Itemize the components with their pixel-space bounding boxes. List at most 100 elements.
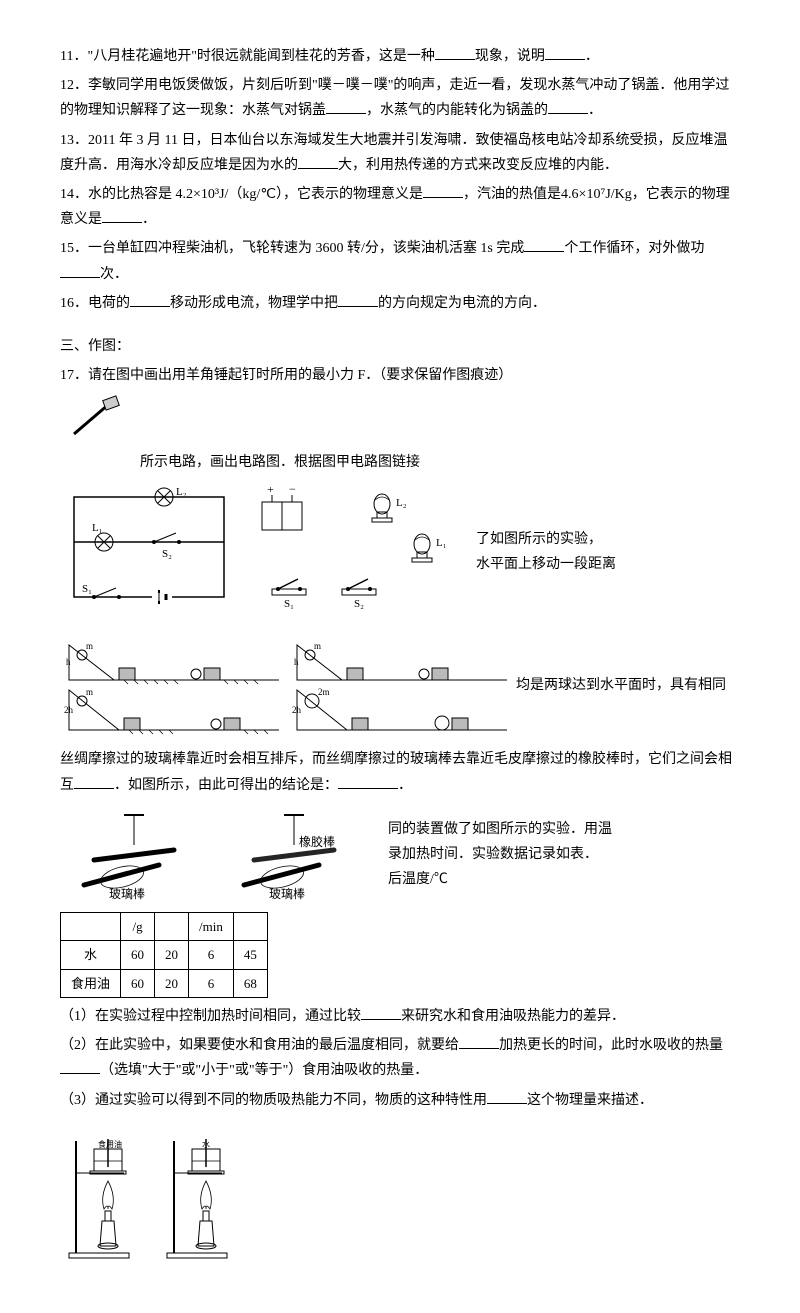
- blank: [524, 237, 564, 252]
- q20-1-b: 来研究水和食用油吸热能力的差异．: [401, 1009, 625, 1024]
- blank: [545, 45, 585, 60]
- q20-text-b: 录加热时间．实验数据记录如表．: [388, 847, 598, 862]
- table-header: [61, 912, 121, 940]
- svg-text:L₁: L₁: [436, 537, 447, 549]
- q18-text-c: 水平面上移动一段距离: [476, 557, 616, 572]
- table-cell: 水: [61, 941, 121, 969]
- svg-text:2h: 2h: [292, 705, 302, 715]
- svg-text:−: −: [289, 487, 296, 496]
- table-header: /min: [189, 912, 234, 940]
- q15-text-a: 15．一台单缸四冲程柴油机，飞轮转速为 3600 转/分，该柴油机活塞 1s 完…: [60, 241, 524, 256]
- svg-text:S₂: S₂: [354, 598, 364, 610]
- svg-text:玻璃棒: 玻璃棒: [269, 887, 305, 900]
- q20-2-a: （2）在此实验中，如果要使水和食用油的最后温度相同，就要给: [60, 1038, 459, 1053]
- svg-text:玻璃棒: 玻璃棒: [109, 887, 145, 900]
- blank: [435, 45, 475, 60]
- table-cell: 60: [121, 941, 155, 969]
- table-cell: 20: [155, 941, 189, 969]
- svg-text:橡胶棒: 橡胶棒: [299, 834, 335, 849]
- question-12: 12．李敏同学用电饭煲做饭，片刻后听到"噗－噗－噗"的响声，走近一看，发现水蒸气…: [60, 73, 740, 123]
- ramp-experiment-left: m h m 2h: [64, 635, 284, 735]
- table-header-row: /g /min: [61, 912, 268, 940]
- table-cell: 6: [189, 941, 234, 969]
- svg-text:S₁: S₁: [82, 583, 92, 595]
- blank: [60, 263, 100, 278]
- circuit-figures-row: L₂ L₁ S₂ S₁ + −: [60, 481, 740, 623]
- blank: [326, 99, 366, 114]
- q19-text: 丝绸摩擦过的玻璃棒靠近时会相互排斥，而丝绸摩擦过的玻璃棒去靠近毛皮摩擦过的橡胶棒…: [60, 747, 740, 797]
- section-3-title: 三、作图：: [60, 334, 740, 359]
- q13-text-b: 大，利用热传递的方式来改变反应堆的内能．: [338, 158, 618, 173]
- svg-text:m: m: [86, 687, 93, 697]
- q14-text-a: 14．水的比热容是 4.2×10³J/（kg/℃），它表示的物理意义是: [60, 187, 423, 202]
- q11-text-a: 11．"八月桂花遍地开"时很远就能闻到桂花的芳香，这是一种: [60, 49, 435, 64]
- svg-text:S₂: S₂: [162, 548, 172, 560]
- table-cell: 60: [121, 969, 155, 997]
- q19-side-text: 均是两球达到水平面时，具有相同: [516, 673, 740, 698]
- heating-apparatus-oil: 食用油: [64, 1131, 154, 1261]
- q11-text-c: ．: [585, 49, 599, 64]
- svg-text:L₁: L₁: [92, 522, 103, 534]
- q18-side-text: 了如图所示的实验， 水平面上移动一段距离: [476, 527, 740, 577]
- table-cell: 20: [155, 969, 189, 997]
- svg-text:S₁: S₁: [284, 598, 294, 610]
- table-cell: 6: [189, 969, 234, 997]
- blank: [102, 208, 142, 223]
- blank: [74, 774, 114, 789]
- question-14: 14．水的比热容是 4.2×10³J/（kg/℃），它表示的物理意义是，汽油的热…: [60, 182, 740, 232]
- q20-1-a: （1）在实验过程中控制加热时间相同，通过比较: [60, 1009, 361, 1024]
- question-13: 13．2011 年 3 月 11 日，日本仙台以东海域发生大地震并引发海啸．致使…: [60, 128, 740, 178]
- svg-text:m: m: [86, 641, 93, 651]
- table-row: 水 60 20 6 45: [61, 941, 268, 969]
- hammer-figure: [64, 394, 736, 444]
- table-cell: 食用油: [61, 969, 121, 997]
- q16-text-a: 16．电荷的: [60, 296, 130, 311]
- blank: [423, 183, 463, 198]
- q20-3-a: （3）通过实验可以得到不同的物质吸热能力不同，物质的这种特性用: [60, 1093, 487, 1108]
- blank: [459, 1034, 499, 1049]
- question-18: 所示电路，画出电路图．根据图甲电路图链接: [60, 450, 740, 475]
- q20-text-c: 后温度/℃: [388, 872, 448, 887]
- svg-text:h: h: [66, 657, 71, 667]
- circuit-diagram: L₂ L₁ S₂ S₁: [64, 487, 234, 617]
- question-11: 11．"八月桂花遍地开"时很远就能闻到桂花的芳香，这是一种 现象，说明 ．: [60, 44, 740, 69]
- blank: [298, 154, 338, 169]
- q18-text-a: 所示电路，画出电路图．根据图甲电路图链接: [140, 455, 420, 470]
- table-header: [155, 912, 189, 940]
- q19-text-a: 均是两球达到水平面时，具有相同: [516, 678, 726, 693]
- svg-text:食用油: 食用油: [98, 1139, 122, 1149]
- q20-sub1: （1）在实验过程中控制加热时间相同，通过比较 来研究水和食用油吸热能力的差异．: [60, 1004, 740, 1029]
- q20-2-c: （选填"大于"或"小于"或"等于"）食用油吸收的热量．: [100, 1063, 428, 1078]
- q18-text-b: 了如图所示的实验，: [476, 532, 602, 547]
- q20-3-b: 这个物理量来描述．: [527, 1093, 653, 1108]
- svg-text:L₂: L₂: [396, 497, 407, 509]
- blank: [338, 292, 378, 307]
- question-17: 17．请在图中画出用羊角锤起钉时所用的最小力 F．（要求保留作图痕迹）: [60, 363, 740, 388]
- q20-text-a: 同的装置做了如图所示的实验．用温: [388, 822, 612, 837]
- q15-text-b: 个工作循环，对外做功: [564, 241, 704, 256]
- ramp-experiment-right: m h 2m 2h: [292, 635, 512, 735]
- q20-2-b: 加热更长的时间，此时水吸收的热量: [499, 1038, 723, 1053]
- q15-text-c: 次．: [100, 267, 128, 282]
- q12-text-c: ．: [588, 103, 602, 118]
- question-15: 15．一台单缸四冲程柴油机，飞轮转速为 3600 转/分，该柴油机活塞 1s 完…: [60, 236, 740, 286]
- q12-text-b: ，水蒸气的内能转化为锅盖的: [366, 103, 548, 118]
- glass-rods-figure: 玻璃棒 橡胶棒 玻璃棒: [64, 810, 384, 900]
- table-cell: 68: [233, 969, 267, 997]
- q14-text-c: ．: [142, 212, 156, 227]
- blank: [338, 774, 398, 789]
- q20-sub3: （3）通过实验可以得到不同的物质吸热能力不同，物质的这种特性用 这个物理量来描述．: [60, 1088, 740, 1113]
- svg-text:+: +: [267, 487, 274, 496]
- svg-text:2h: 2h: [64, 705, 74, 715]
- q19-text-d: ．: [398, 778, 412, 793]
- blank: [60, 1059, 100, 1074]
- table-header: /g: [121, 912, 155, 940]
- q20-sub2: （2）在此实验中，如果要使水和食用油的最后温度相同，就要给 加热更长的时间，此时水…: [60, 1033, 740, 1083]
- question-16: 16．电荷的移动形成电流，物理学中把的方向规定为电流的方向．: [60, 291, 740, 316]
- q20-side-text: 同的装置做了如图所示的实验．用温 录加热时间．实验数据记录如表． 后温度/℃: [388, 817, 740, 893]
- circuit-components: + − L₂ L₁ S₁ S₂: [242, 487, 472, 617]
- q11-text-b: 现象，说明: [475, 49, 545, 64]
- svg-text:m: m: [314, 641, 321, 651]
- blank: [361, 1005, 401, 1020]
- table-cell: 45: [233, 941, 267, 969]
